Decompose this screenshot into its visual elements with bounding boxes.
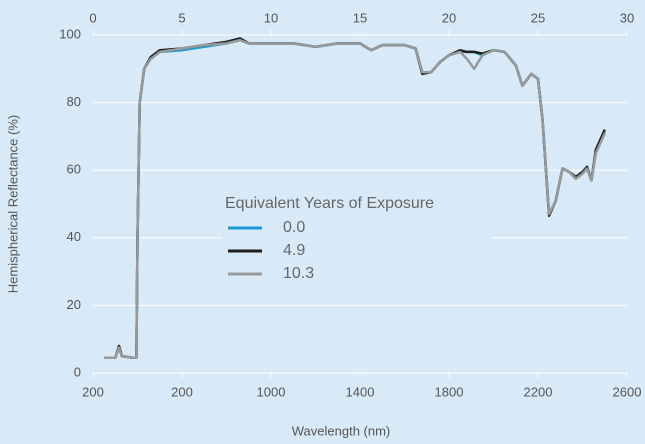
x2-tick-label: 0 <box>89 10 96 25</box>
x-axis-label: Wavelength (nm) <box>292 423 391 438</box>
y-tick-label: 0 <box>74 364 81 379</box>
legend-box <box>222 190 492 286</box>
x2-tick-label: 5 <box>178 10 185 25</box>
x-tick-label: 1000 <box>257 384 286 399</box>
legend-label: 0.0 <box>283 219 305 236</box>
x-tick-label: 200 <box>171 384 193 399</box>
y-tick-label: 80 <box>67 94 81 109</box>
legend-label: 10.3 <box>283 265 314 282</box>
y-axis-label: Hemispherical Reflectance (%) <box>5 115 20 293</box>
y-tick-label: 40 <box>67 229 81 244</box>
x-tick-label: 1800 <box>435 384 464 399</box>
legend-label: 4.9 <box>283 242 305 259</box>
y-tick-label: 20 <box>67 297 81 312</box>
x2-tick-label: 15 <box>353 10 367 25</box>
x2-tick-label: 25 <box>531 10 545 25</box>
x-tick-label: 2600 <box>613 384 642 399</box>
x2-tick-label: 20 <box>442 10 456 25</box>
x2-tick-label: 30 <box>620 10 634 25</box>
x-tick-label: 2200 <box>524 384 553 399</box>
y-tick-label: 100 <box>59 26 81 41</box>
x-tick-label: 1400 <box>346 384 375 399</box>
x-tick-label: 200 <box>82 384 104 399</box>
y-tick-label: 60 <box>67 162 81 177</box>
series-line <box>104 38 606 360</box>
x2-tick-label: 10 <box>264 10 278 25</box>
legend-title: Equivalent Years of Exposure <box>225 195 434 212</box>
